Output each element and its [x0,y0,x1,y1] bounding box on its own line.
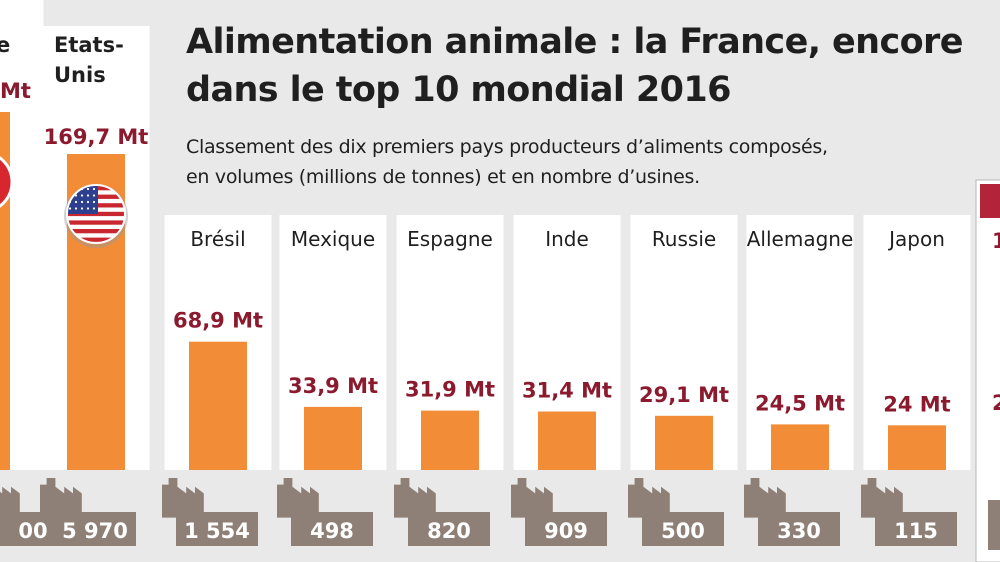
factory-icon: 1 554 [162,478,258,546]
france-header [980,184,1000,218]
category-label: Unis [54,63,106,87]
chart-title-line-1: Alimentation animale : la France, encore [186,22,963,62]
value-label: 24,5 Mt [755,391,845,415]
category-label: Russie [652,227,716,251]
factory-icon: 5 970 [40,478,136,546]
factory-count: 330 [777,519,821,543]
value-label: 169,7 Mt [44,125,149,149]
bar-espagne [421,410,479,470]
category-label: Brésil [190,227,245,251]
value-label: 68,9 Mt [173,309,263,333]
bar-brésil [189,341,247,470]
chart-subtitle-line-1: Classement des dix premiers pays product… [186,136,828,158]
value-label: 24 Mt [883,392,950,416]
factory-count: 115 [894,519,938,543]
bar-inde [538,411,596,470]
factory-icon [988,500,1000,550]
usa-flag-icon [64,184,128,248]
factory-icon: 820 [394,478,490,546]
chart-title-line-2: dans le top 10 mondial 2016 [186,70,732,110]
factory-icon: 909 [511,478,607,546]
category-label: Mexique [291,227,375,251]
value-label: 2 [992,391,1000,415]
factory-count: 820 [427,519,471,543]
factory-count: 909 [544,519,588,543]
factory-icon: 330 [744,478,840,546]
factory-count: 00 [18,519,47,543]
chart-title: Alimentation animale : la France, encore… [186,18,986,114]
bar-russie [655,415,713,470]
factory-icon: 500 [628,478,724,546]
category-label: Allemagne [747,227,854,251]
value-label: 31,9 Mt [405,378,495,402]
value-label: 1 [992,229,1000,253]
value-label: 31,4 Mt [522,379,612,403]
category-label: Espagne [407,227,493,251]
factory-count: 500 [661,519,705,543]
china-flag-icon [0,156,14,208]
factory-icon: 115 [861,478,957,546]
france-column-panel [975,179,1000,562]
chart-subtitle-line-2: en volumes (millions de tonnes) et en no… [186,166,700,188]
factory-count: 5 970 [62,519,128,543]
bar-chine [0,112,10,470]
bar-allemagne [771,424,829,470]
chart-subtitle: Classement des dix premiers pays product… [186,132,966,192]
category-label: Inde [545,227,589,251]
value-label: Mt [0,79,31,103]
factory-count: 498 [310,519,354,543]
category-label: Etats- [54,33,124,57]
category-label: e [0,33,10,57]
value-label: 33,9 Mt [288,374,378,398]
factory-count: 1 554 [184,519,250,543]
category-label: Japon [887,227,945,251]
bar-mexique [304,406,362,470]
factory-icon: 498 [277,478,373,546]
value-label: 29,1 Mt [639,383,729,407]
bar-japon [888,425,946,470]
